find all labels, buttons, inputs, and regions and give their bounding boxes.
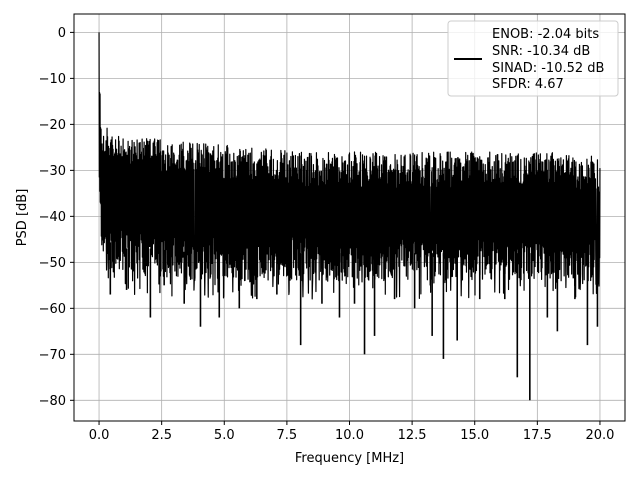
y-tick-label: 0: [58, 26, 66, 41]
x-tick-label: 0.0: [89, 428, 110, 443]
y-tick-label: −10: [39, 72, 66, 87]
x-tick-label: 5.0: [214, 428, 235, 443]
psd-trace: [98, 32, 601, 300]
x-tick-label: 10.0: [335, 428, 364, 443]
x-axis-label: Frequency [MHz]: [295, 451, 404, 466]
x-tick-label: 17.5: [523, 428, 552, 443]
x-tick-label: 7.5: [277, 428, 298, 443]
x-tick-label: 15.0: [460, 428, 489, 443]
y-tick-label: −70: [39, 348, 66, 363]
y-tick-label: −80: [39, 394, 66, 409]
y-tick-label: −20: [39, 118, 66, 133]
x-tick-label: 20.0: [585, 428, 614, 443]
axis-ticks: 0.0 2.5 5.0 7.5 10.0 12.5 15.0 17.5 20.0 0 −10 −20 −…: [39, 26, 615, 443]
legend-line-enob: ENOB: -2.04 bits: [492, 27, 599, 42]
legend-box: [447, 20, 619, 97]
y-axis-label: PSD [dB]: [15, 189, 30, 247]
x-tick-label: 12.5: [398, 428, 427, 443]
legend-line-sfdr: SFDR: 4.67: [492, 77, 564, 92]
y-tick-label: −50: [39, 256, 66, 271]
legend-line-snr: SNR: -10.34 dB: [492, 44, 590, 59]
y-tick-label: −30: [39, 164, 66, 179]
x-tick-label: 2.5: [151, 428, 172, 443]
legend-line-sinad: SINAD: -10.52 dB: [492, 61, 604, 76]
y-tick-label: −60: [39, 302, 66, 317]
psd-series: [98, 32, 601, 401]
legend: ENOB: -2.04 bits SNR: -10.34 dB SINAD: -…: [447, 20, 619, 97]
y-tick-label: −40: [39, 210, 66, 225]
